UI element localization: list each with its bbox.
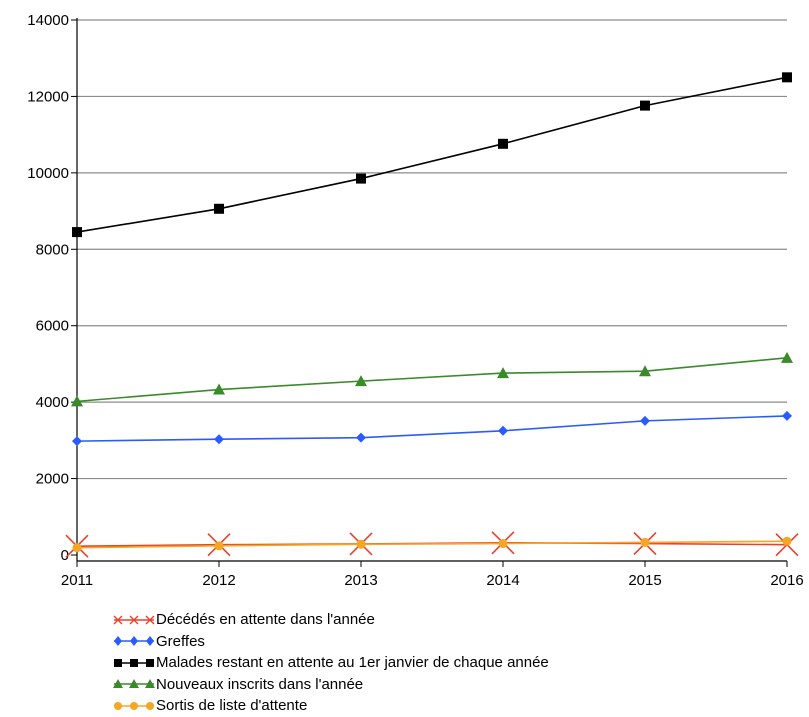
y-tick-label: 2000 [36,471,69,488]
legend-item: Greffes [112,631,549,653]
legend-item: Décédés en attente dans l'année [112,609,549,631]
data-point [498,425,508,436]
legend-label: Sortis de liste d'attente [156,697,308,715]
legend-marker [130,636,138,647]
series-line [76,415,788,442]
data-point [213,383,225,395]
data-point [498,539,508,549]
series-3 [71,351,793,407]
legend-symbol [113,615,155,625]
data-point [356,432,366,443]
legend-item: Nouveaux inscrits dans l'année [112,674,549,696]
y-tick-label: 10000 [27,165,69,182]
legend-label: Greffes [156,632,205,650]
y-tick-label: 6000 [36,318,69,335]
x-tick-label: 2016 [770,572,803,589]
y-tick-label: 4000 [36,394,69,411]
legend-symbol [114,658,154,667]
data-point [214,434,224,445]
x-tick-label: 2013 [344,572,377,589]
data-point [640,537,650,547]
data-point [355,375,367,387]
data-point [214,203,224,214]
legend-marker [146,701,154,710]
legend-item: Malades restant en attente au 1er janvie… [112,652,549,674]
legend-label: Décédés en attente dans l'année [156,611,375,629]
legend-marker [129,615,139,625]
data-point [782,410,792,421]
legend-marker [114,658,122,667]
legend-marker [130,658,138,667]
series-1 [72,410,792,447]
legend-marker [129,679,139,689]
tick-labels: 0 2000 4000 6000 8000 10000 12000 14000 2011 2012… [27,12,803,589]
legend-marker [145,679,155,689]
y-tick-label: 8000 [36,241,69,258]
data-point [639,365,651,377]
x-marker-stroke [129,615,139,625]
legend-marker [114,636,122,647]
axes [71,18,788,567]
series-line [76,540,788,549]
data-point [782,536,792,546]
legend-symbol [114,701,154,710]
data-point [72,227,82,238]
x-marker-stroke [145,615,155,625]
x-tick-label: 2014 [486,572,519,589]
legend-item: Sortis de liste d'attente [112,695,549,717]
data-point [781,351,793,363]
series-2 [72,72,792,238]
data-point [498,138,508,149]
legend-marker [113,679,123,689]
data-point [640,415,650,426]
series-4 [72,536,792,553]
data-point [356,173,366,184]
legend-symbol [113,679,155,689]
data-point [72,436,82,447]
legend-marker [145,615,155,625]
legend-marker [113,615,123,625]
series-line [76,357,788,403]
line-chart: 0 2000 4000 6000 8000 10000 12000 14000 2011 2012… [27,12,803,589]
legend-label: Malades restant en attente au 1er janvie… [156,654,549,672]
legend-marker [114,701,122,710]
data-point [72,543,82,553]
data-point [71,395,83,407]
y-tick-label: 14000 [27,12,69,29]
legend-marker [146,636,154,647]
x-marker-stroke [113,615,123,625]
x-tick-label: 2012 [202,572,235,589]
legend-label: Nouveaux inscrits dans l'année [156,675,364,693]
data-point [214,541,224,551]
x-tick-label: 2011 [61,572,93,589]
grid-lines [77,19,787,480]
series-group [65,72,799,558]
legend-symbol [114,636,154,647]
data-point [782,72,792,83]
legend-marker [130,701,138,710]
legend: Décédés en attente dans l'année Greffes Ma… [112,609,549,717]
data-point [497,367,509,379]
x-tick-label: 2015 [628,572,661,589]
data-point [640,100,650,111]
data-point [356,539,366,549]
y-tick-label: 12000 [27,88,69,105]
series-line [76,76,788,233]
legend-marker [146,658,154,667]
y-tick-label: 0 [61,547,69,564]
